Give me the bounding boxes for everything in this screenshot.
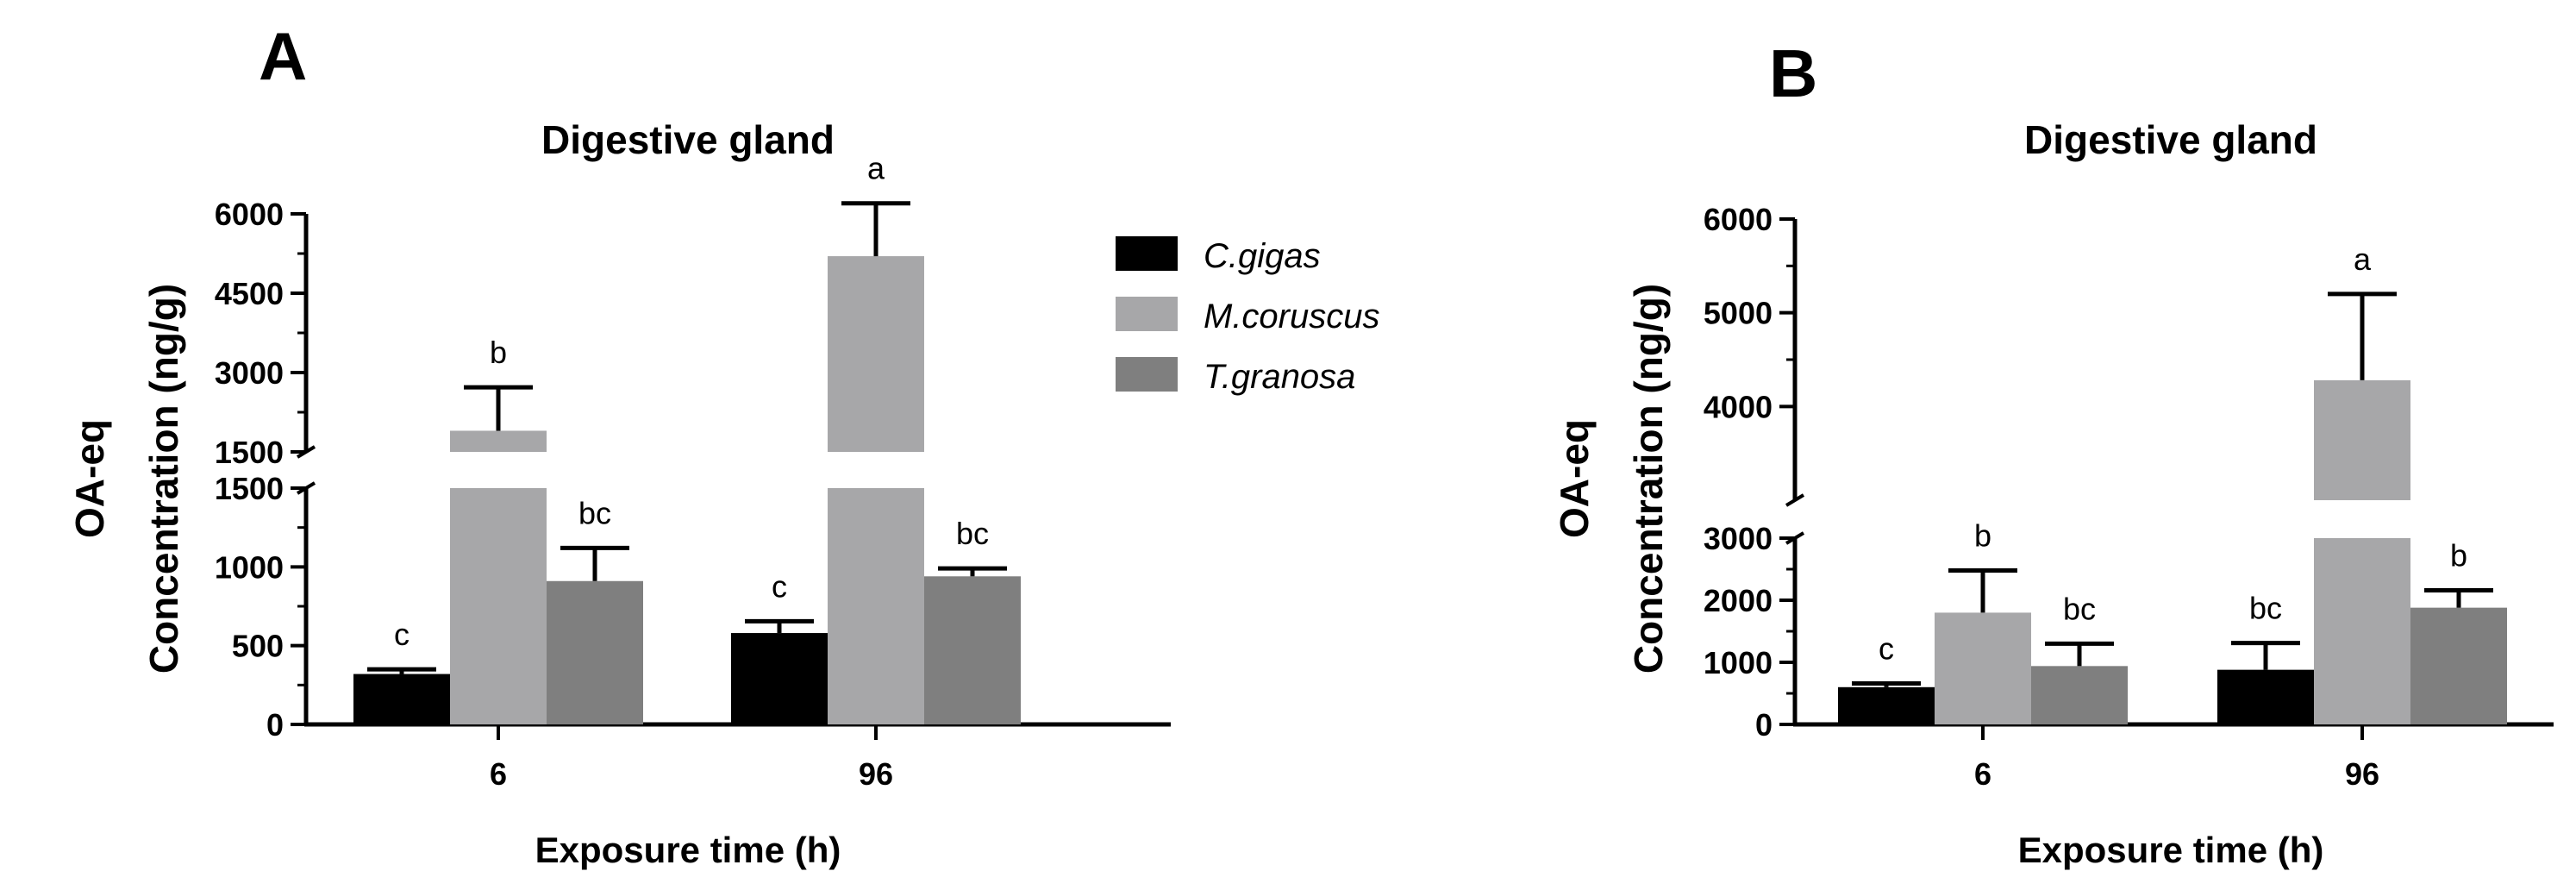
panel-b-bar-m-coruscus-6-sig-label: b [1974, 517, 1991, 553]
panel-b-xlabel: Exposure time (h) [2018, 830, 2324, 870]
panel-a-y-tick-label: 3000 [215, 355, 284, 391]
panel-a-bar-c-gigas-6-sig-label: c [394, 617, 410, 652]
panel-a-y-tick-label: 1000 [215, 549, 284, 585]
panel-a-bar-m-coruscus-6-lower [450, 488, 547, 724]
panel-a-letter: A [259, 18, 307, 94]
panel-b-x-tick-label: 6 [1974, 756, 1991, 792]
panel-b-bar-t-granosa-6-sig-label: bc [2063, 591, 2096, 626]
panel-b-bar-c-gigas-96 [2217, 669, 2314, 724]
legend-label-t-granosa: T.granosa [1204, 358, 1355, 396]
panel-a-bar-m-coruscus-96-lower [828, 488, 924, 724]
panel-a-bar-c-gigas-6 [353, 674, 450, 724]
panel-a-bar-m-coruscus-96-upper [828, 256, 924, 452]
panel-b-y-tick-label: 0 [1755, 707, 1773, 743]
panel-b-letter: B [1769, 35, 1817, 111]
panel-b-bar-c-gigas-96-sig-label: bc [2249, 591, 2282, 626]
panel-a-bar-c-gigas-96-sig-label: c [772, 568, 787, 604]
panel-a-ylabel-line2: Concentration (ng/g) [141, 284, 186, 674]
panel-a-bar-t-granosa-96-sig-label: bc [956, 516, 989, 551]
panel-b-y-tick-label: 5000 [1704, 296, 1773, 331]
panel-b-bar-m-coruscus-96-sig-label: a [2354, 241, 2372, 277]
legend-label-m-coruscus: M.coruscus [1204, 298, 1380, 335]
panel-a-bar-m-coruscus-6-upper [450, 430, 547, 452]
panel-b-y-tick-label: 1000 [1704, 645, 1773, 680]
panel-b: B Digestive gland OA-eq Concentration (ng/g… [1552, 35, 2554, 870]
panel-b-bar-m-coruscus-96-upper [2314, 379, 2410, 500]
panel-b-axis-break-mark [1785, 493, 1805, 507]
panel-a-bar-t-granosa-6 [547, 580, 643, 724]
panel-b-y-tick-label: 3000 [1704, 521, 1773, 556]
legend-swatch-t-granosa [1116, 357, 1178, 392]
panel-a-xlabel: Exposure time (h) [535, 830, 841, 870]
panel-b-bar-t-granosa-96 [2410, 607, 2507, 724]
panel-a-bar-t-granosa-96 [924, 576, 1021, 724]
panel-a-y-tick-label: 0 [266, 707, 284, 743]
panel-a: A Digestive gland OA-eq Concentration (ng/g… [67, 18, 1171, 870]
panel-a-y-tick-label: 1500 [215, 435, 284, 470]
legend-swatch-m-coruscus [1116, 297, 1178, 331]
panel-b-bar-c-gigas-6 [1838, 686, 1935, 724]
panel-a-x-tick-label: 96 [859, 756, 893, 792]
panel-a-title: Digestive gland [541, 117, 835, 162]
panel-a-y-tick-label: 6000 [215, 197, 284, 232]
panel-a-bar-c-gigas-96 [731, 633, 828, 724]
panel-b-bar-c-gigas-6-sig-label: c [1879, 630, 1894, 666]
legend-swatch-c-gigas [1116, 236, 1178, 271]
panel-a-bar-m-coruscus-96-sig-label: a [867, 151, 885, 186]
panel-a-x-tick-label: 6 [490, 756, 507, 792]
panel-b-ylabel-line1: OA-eq [1552, 419, 1597, 538]
panel-a-y-tick-label: 1500 [215, 471, 284, 506]
panel-a-ylabel-line1: OA-eq [67, 419, 112, 538]
panel-b-y-tick-label: 2000 [1704, 583, 1773, 618]
panel-b-bar-m-coruscus-6 [1935, 612, 2031, 724]
panel-a-bar-m-coruscus-6-sig-label: b [490, 335, 507, 370]
legend-label-c-gigas: C.gigas [1204, 237, 1321, 275]
panel-b-x-tick-label: 96 [2345, 756, 2379, 792]
panel-b-y-tick-label: 4000 [1704, 389, 1773, 424]
panel-a-bar-t-granosa-6-sig-label: bc [578, 495, 611, 530]
panel-b-title: Digestive gland [2024, 117, 2317, 162]
panel-b-bar-m-coruscus-96-lower [2314, 538, 2410, 724]
panel-b-bar-t-granosa-96-sig-label: b [2450, 537, 2467, 573]
panel-b-bar-t-granosa-6 [2031, 666, 2128, 724]
panel-b-y-tick-label: 6000 [1704, 202, 1773, 237]
panel-a-y-tick-label: 4500 [215, 276, 284, 311]
legend: C.gigas M.coruscus T.granosa [1116, 236, 1380, 396]
panel-b-ylabel-line2: Concentration (ng/g) [1626, 284, 1671, 674]
panel-a-y-tick-label: 500 [232, 629, 284, 664]
